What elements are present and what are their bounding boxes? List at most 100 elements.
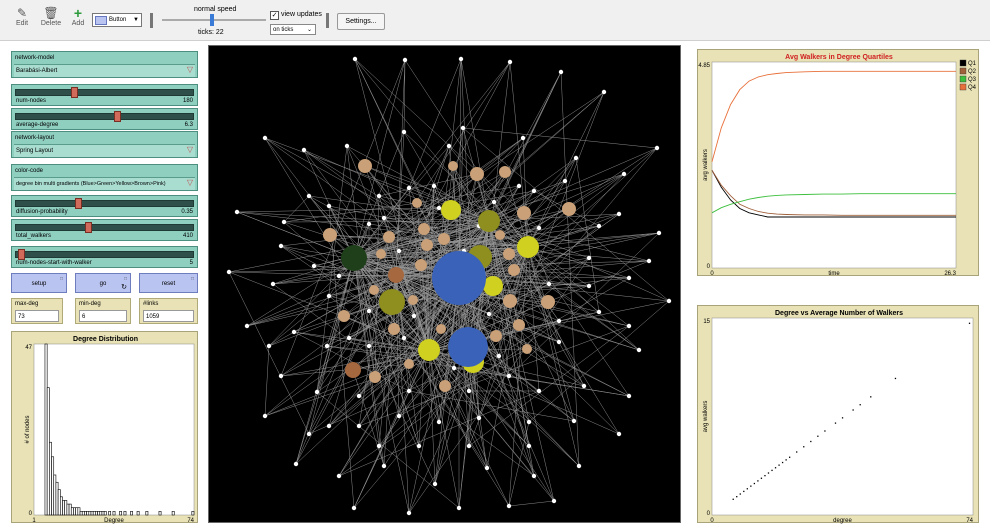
slider-track[interactable] <box>15 224 194 231</box>
series-line-q4 <box>711 70 956 162</box>
histogram-bar <box>90 511 94 516</box>
monitor-value: 73 <box>15 310 59 322</box>
network-link <box>458 277 620 435</box>
histogram-bar <box>46 387 50 516</box>
speed-slider-knob[interactable] <box>210 14 214 26</box>
scatter-point <box>743 490 745 493</box>
network-node <box>495 230 505 240</box>
network-layout-chooser[interactable]: network-layout Spring Layout ▽ <box>11 131 198 158</box>
histogram-bar <box>60 496 63 516</box>
network-node-small <box>626 393 632 399</box>
network-node-small <box>336 473 342 479</box>
network-link <box>343 315 455 369</box>
network-link <box>527 246 630 327</box>
view-updates-checkbox[interactable]: ✓ view updates <box>270 11 322 20</box>
network-node-small <box>262 413 268 419</box>
network-node-small <box>234 209 240 215</box>
num-nodes-slider[interactable]: num-nodes 180 <box>11 84 198 106</box>
histogram-bar <box>51 456 55 516</box>
num-nodes-start-with-walker-slider[interactable]: num-nodes-start-with-walker 5 <box>11 246 198 268</box>
network-node-small <box>451 365 457 371</box>
network-node <box>508 264 520 276</box>
network-link <box>434 285 494 485</box>
scatter-point <box>841 417 844 419</box>
network-node-small <box>344 143 350 149</box>
total-walkers-slider[interactable]: total_walkers 410 <box>11 219 198 241</box>
network-link <box>448 145 529 248</box>
histogram-bar <box>70 507 74 516</box>
network-node-small <box>573 155 579 161</box>
edit-button[interactable]: ✎ Edit <box>14 6 30 27</box>
separator <box>326 13 329 28</box>
network-link <box>428 349 436 485</box>
add-button[interactable]: + Add <box>71 6 85 27</box>
forever-loop-icon: ↻ <box>121 284 127 291</box>
color-code-chooser[interactable]: color-code degree bin multi gradients (B… <box>11 164 198 191</box>
network-link <box>488 313 528 350</box>
diffusion-probability-slider[interactable]: diffusion-probability 0.35 <box>11 195 198 217</box>
average-degree-slider[interactable]: average-degree 6.3 <box>11 108 198 130</box>
checkbox-check-icon[interactable]: ✓ <box>270 11 279 20</box>
degree-vs-walkers-plot: Degree vs Average Number of Walkers 0 74 0 1… <box>697 305 979 524</box>
widget-type-select[interactable]: Button ▼ <box>92 13 142 27</box>
network-node-small <box>436 205 442 211</box>
plus-icon: + <box>73 5 83 21</box>
network-node-small <box>352 56 358 62</box>
network-link <box>353 277 460 509</box>
scatter-point <box>894 377 897 380</box>
network-link <box>527 91 605 248</box>
network-node-small <box>558 69 564 75</box>
network-node-small <box>556 318 562 324</box>
histogram-bar <box>66 503 70 516</box>
network-node-small <box>306 193 312 199</box>
slider-knob[interactable] <box>71 87 79 98</box>
network-link <box>527 232 660 248</box>
network-link <box>527 173 625 248</box>
monitor-value: 1059 <box>143 310 194 322</box>
network-link <box>395 225 480 276</box>
go-button[interactable]: go □ ↻ <box>75 273 131 293</box>
network-node-small <box>536 225 542 231</box>
network-link <box>428 349 530 447</box>
network-node-small <box>507 59 513 65</box>
network-link <box>338 277 460 477</box>
speed-slider[interactable] <box>162 19 266 21</box>
network-view[interactable] <box>208 45 681 523</box>
network-model-chooser[interactable]: network-model Barabási-Albert ▽ <box>11 51 198 78</box>
settings-button[interactable]: Settings... <box>337 13 385 30</box>
network-link <box>308 195 430 351</box>
network-link <box>428 147 658 351</box>
slider-track[interactable] <box>15 251 194 258</box>
slider-track[interactable] <box>15 200 194 207</box>
network-node <box>503 294 517 308</box>
x-axis-label: Degree <box>104 518 124 524</box>
slider-track[interactable] <box>15 89 194 96</box>
network-link <box>527 246 630 397</box>
network-node-small <box>556 339 562 345</box>
histogram-bar <box>88 511 92 516</box>
slider-knob[interactable] <box>18 249 26 260</box>
button-label: setup <box>31 281 47 287</box>
setup-button[interactable]: setup □ <box>11 273 67 293</box>
reset-button[interactable]: reset □ <box>139 273 198 293</box>
histogram-bar <box>55 481 59 516</box>
network-node <box>436 324 446 334</box>
network-node <box>338 310 350 322</box>
slider-knob[interactable] <box>114 111 122 122</box>
legend-swatch <box>959 75 967 83</box>
slider-track[interactable] <box>15 113 194 120</box>
network-link <box>458 260 650 279</box>
network-node-small <box>616 211 622 217</box>
slider-knob[interactable] <box>74 198 82 209</box>
slider-knob[interactable] <box>85 222 93 233</box>
scatter-point <box>739 493 741 495</box>
delete-button[interactable]: 🗑 Delete <box>40 6 62 27</box>
update-mode-select[interactable]: on ticks ⌄ <box>270 24 316 35</box>
network-link <box>388 236 529 248</box>
network-node-small <box>596 223 602 229</box>
network-node-small <box>406 510 412 516</box>
network-link <box>426 234 501 246</box>
button-widget-icon <box>95 16 107 25</box>
x-tick-label: 74 <box>966 518 973 524</box>
network-link <box>353 257 410 392</box>
